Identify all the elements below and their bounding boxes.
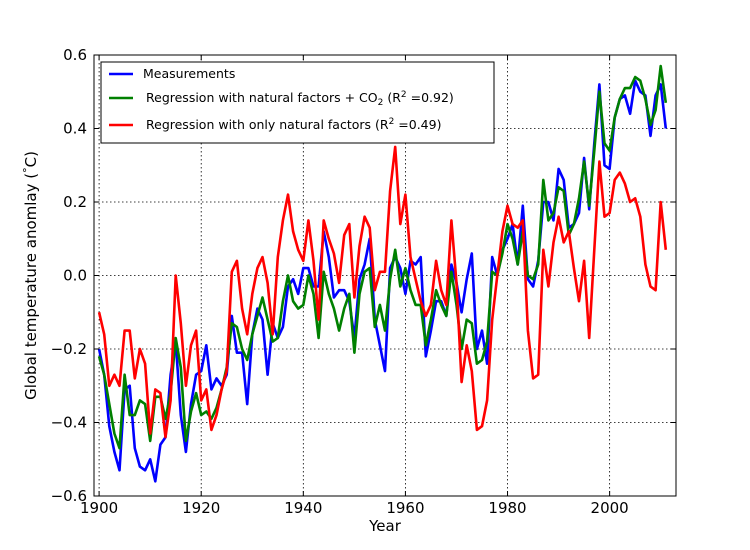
series-lines <box>97 64 668 483</box>
x-tick-label: 1960 <box>386 499 424 517</box>
y-tick-label: 0.4 <box>63 120 87 138</box>
series-line-1 <box>97 79 668 483</box>
axis-ticks <box>94 54 676 497</box>
y-tick-label: 0.6 <box>63 46 87 64</box>
x-tick-label: 2000 <box>591 499 629 517</box>
x-tick-label: 1980 <box>488 499 526 517</box>
tick-labels: 1900 1920 1940 1960 1980 2000 −0.6 −0.4 −0.2 0.0 0… <box>51 46 629 517</box>
legend: Measurements Regression with natural fact… <box>100 61 495 144</box>
legend-box <box>100 61 495 144</box>
x-tick-label: 1900 <box>80 499 118 517</box>
y-tick-label: 0.2 <box>63 193 87 211</box>
x-tick-label: 1920 <box>182 499 220 517</box>
y-tick-label: 0.0 <box>63 267 87 285</box>
legend-entry-label: Measurements <box>143 66 235 81</box>
x-tick-label: 1940 <box>284 499 322 517</box>
x-axis-title: Year <box>368 517 402 535</box>
y-tick-label: −0.6 <box>51 487 87 505</box>
legend-entry-label: Regression with natural factors + CO2 (R… <box>146 90 454 108</box>
y-axis-title: Global temperature anomlay (°C) <box>21 151 40 400</box>
series-line-3 <box>97 145 668 439</box>
y-tick-label: −0.4 <box>51 414 87 432</box>
legend-entry-label: Regression with only natural factors (R2… <box>146 117 441 132</box>
y-tick-label: −0.2 <box>51 340 87 358</box>
series-line-2 <box>97 64 668 450</box>
